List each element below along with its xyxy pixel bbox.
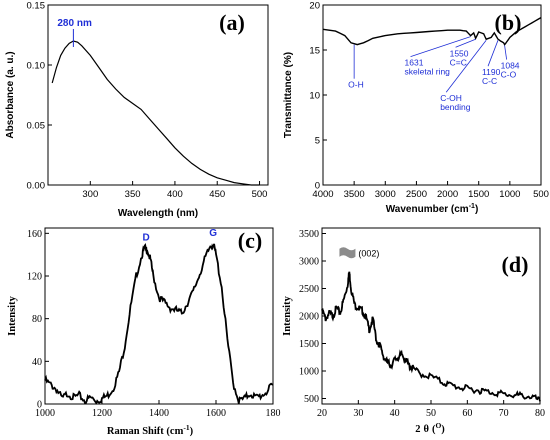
data-series-line	[44, 242, 274, 405]
y-tick-label: 0.15	[27, 1, 46, 12]
x-tick-label: 40	[390, 408, 400, 419]
y-tick-label: 0.10	[27, 61, 46, 72]
band-label: 1550 C=C	[450, 48, 469, 67]
x-axis-label: Wavelength (nm)	[118, 208, 198, 219]
band-label: 1631 skeletal ring	[405, 58, 451, 77]
y-tick-label: 40	[32, 357, 42, 368]
plot-frame	[47, 4, 269, 186]
y-tick-label: 80	[32, 314, 42, 325]
data-series-line	[51, 40, 260, 186]
y-axis-label: Intensity	[282, 295, 293, 335]
band-label: 1084 C-O	[501, 61, 520, 80]
x-tick-label: 50	[426, 408, 436, 419]
y-tick-label: 15	[309, 46, 320, 57]
y-tick-label: 1000	[299, 367, 319, 378]
x-tick-label: 3000	[375, 189, 396, 200]
x-tick-label: 2500	[406, 189, 427, 200]
panel-label: (a)	[219, 10, 245, 35]
y-tick-label: 3000	[299, 257, 319, 268]
data-series-line	[322, 16, 542, 46]
x-axis-label: Raman Shift (cm-1)	[107, 423, 194, 437]
x-tick-label: 80	[535, 408, 545, 419]
y-tick-label: 5	[315, 136, 320, 147]
annotation-leader	[455, 38, 476, 48]
panel-label: (b)	[495, 10, 522, 35]
y-tick-label: 3500	[299, 229, 319, 240]
x-tick-label: 60	[462, 408, 472, 419]
peak-annotation: 280 nm	[57, 18, 92, 47]
panel-a: 300 350 400 450 500 0.00 0.05 0.10 0.15 280 nm (…	[5, 1, 269, 219]
x-tick-label: 20	[317, 408, 327, 419]
x-tick-label: 1200	[92, 408, 112, 419]
peak-annotation: (002)	[339, 247, 379, 259]
x-tick-label: 30	[353, 408, 363, 419]
x-tick-label: 300	[82, 189, 98, 200]
y-axis-label: Transmittance (%)	[283, 52, 294, 138]
peak-label: 280 nm	[57, 18, 92, 29]
panel-label: (c)	[238, 228, 262, 253]
y-tick-label: 0.05	[27, 121, 46, 132]
y-axis-label: Intensity	[7, 295, 18, 335]
x-tick-label: 500	[533, 189, 549, 200]
x-tick-label: 1600	[206, 408, 226, 419]
x-tick-label: 70	[499, 408, 509, 419]
y-tick-label: 160	[27, 229, 42, 240]
x-tick-label: 180	[266, 408, 281, 419]
band-label: C-OH bending	[440, 93, 471, 112]
x-tick-label: 3500	[344, 189, 365, 200]
annotation-leader	[445, 39, 487, 93]
panel-b: 4000 3500 3000 2500 2000 1500 1000 50005101520 …	[283, 1, 549, 216]
y-tick-label: 0	[37, 400, 42, 411]
x-tick-label: 1500	[468, 189, 489, 200]
x-tick-label: 4000	[312, 189, 333, 200]
x-tick-label: 1400	[149, 408, 169, 419]
g-band-label: G	[209, 228, 217, 239]
plot-frame	[44, 227, 274, 405]
x-tick-label: 1000	[35, 408, 55, 419]
peak-marker-icon	[339, 247, 356, 259]
x-tick-label: 350	[125, 189, 141, 200]
band-label: 1190 C-C	[482, 67, 501, 86]
y-tick-label: 0	[315, 181, 320, 192]
y-tick-label: 2500	[299, 284, 319, 295]
y-tick-label: 0.00	[27, 181, 46, 192]
annotation-leader	[410, 36, 471, 57]
y-axis-label: Absorbance (a. u.)	[5, 51, 16, 138]
peak-label: (002)	[358, 248, 379, 258]
y-tick-label: 20	[309, 1, 320, 12]
panel-label: (d)	[502, 252, 529, 277]
y-tick-label: 500	[304, 394, 319, 405]
x-tick-label: 500	[252, 189, 268, 200]
y-tick-label: 10	[309, 91, 320, 102]
annotation-leader	[487, 40, 499, 67]
x-axis-label: Wavenumber (cm-1)	[386, 203, 479, 215]
y-tick-label: 120	[27, 272, 42, 283]
x-axis-label: 2 θ (O)	[415, 421, 445, 435]
annotation-leader	[504, 45, 508, 60]
y-tick-label: 1500	[299, 339, 319, 350]
y-tick-label: 2000	[299, 312, 319, 323]
band-label: O-H	[348, 80, 364, 90]
d-band-label: D	[143, 232, 150, 243]
x-tick-label: 1000	[499, 189, 520, 200]
panel-d: 20 30 40 50 60 70 80 500 1000 1500 2000 2500 3000 350…	[282, 227, 545, 435]
x-tick-label: 400	[167, 189, 183, 200]
x-tick-label: 450	[209, 189, 225, 200]
data-series-line	[321, 271, 541, 402]
x-tick-label: 2000	[437, 189, 458, 200]
